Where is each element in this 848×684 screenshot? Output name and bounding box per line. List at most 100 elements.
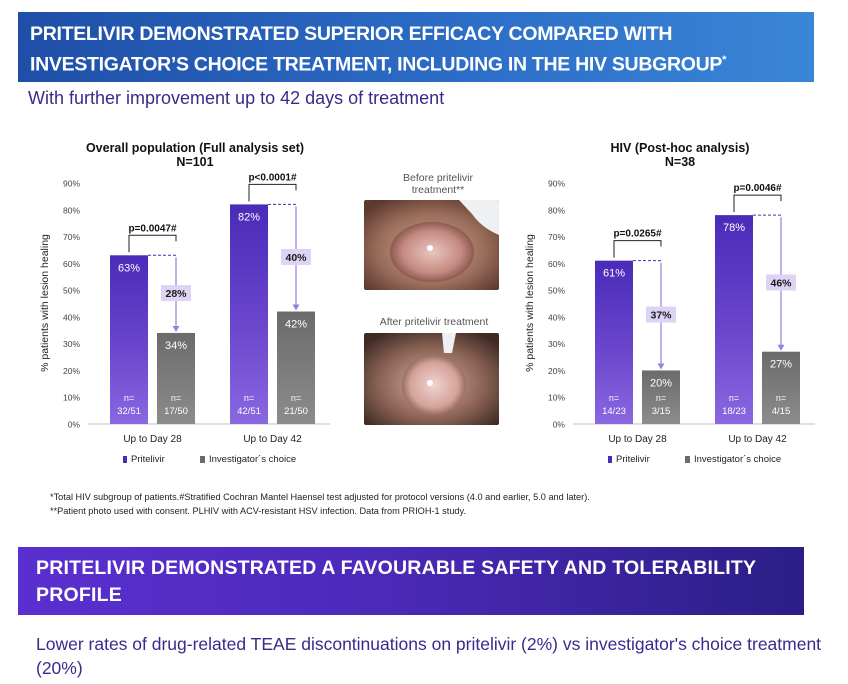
y-tick-label: 40% [63, 312, 80, 322]
n-value: 32/51 [117, 406, 141, 417]
y-tick-label: 10% [548, 393, 565, 403]
before-photo-caption: Before pritelivir treatment** [402, 172, 474, 196]
pvalue-bracket [613, 240, 662, 258]
x-category-label: Up to Day 28 [608, 434, 667, 445]
pvalue-label: p=0.0046# [733, 183, 782, 194]
y-tick-label: 70% [548, 232, 565, 242]
legend-label-investigator: Investigator´s choice [694, 454, 781, 465]
y-axis-label: % patients with lesion healing [39, 234, 51, 372]
y-tick-label: 80% [548, 205, 565, 215]
n-value: 18/23 [722, 406, 746, 417]
legend-label-pritelivir: Pritelivir [616, 454, 650, 465]
n-label: n= [656, 393, 666, 403]
legend-swatch-investigator [200, 456, 205, 463]
bar-investigator [157, 332, 195, 424]
difference-box [646, 306, 676, 323]
pvalue-bracket [248, 183, 297, 202]
bar-pritelivir [595, 260, 633, 424]
y-tick-label: 70% [63, 232, 80, 242]
difference-label: 37% [650, 310, 672, 322]
n-value: 14/23 [602, 406, 626, 417]
chart-2-title: HIV (Post-hoc analysis) N=38 [610, 141, 750, 169]
legend-swatch-pritelivir [608, 456, 612, 463]
bar-investigator [642, 370, 680, 424]
bar-value-label: 27% [770, 359, 792, 371]
y-tick-label: 90% [63, 179, 80, 189]
x-category-label: Up to Day 28 [123, 434, 182, 445]
n-label: n= [244, 393, 254, 403]
chart-hiv-subgroup: % patients with lesion healing 0% 10% 20% 30… [524, 179, 815, 465]
difference-box [161, 285, 191, 302]
chart-1-title: Overall population (Full analysis set) N=… [85, 141, 305, 169]
bar-value-label: 61% [603, 268, 625, 280]
difference-arrowhead [292, 304, 300, 311]
y-tick-label: 50% [548, 286, 565, 296]
efficacy-title: PRITELIVIR DEMONSTRATED SUPERIOR EFFICAC… [30, 23, 727, 76]
y-tick-label: 60% [63, 259, 80, 269]
difference-label: 40% [285, 252, 307, 264]
difference-box [766, 274, 796, 291]
n-label: n= [171, 393, 181, 403]
pvalue-label: p=0.0047# [128, 223, 177, 234]
n-value: 4/15 [772, 406, 791, 417]
bar-value-label: 20% [650, 377, 672, 389]
bar-value-label: 78% [723, 222, 745, 234]
y-tick-label: 80% [63, 205, 80, 215]
bar-value-label: 34% [165, 340, 187, 352]
n-value: 3/15 [652, 406, 671, 417]
legend-swatch-investigator [685, 456, 690, 463]
n-label: n= [291, 393, 301, 403]
y-tick-label: 40% [548, 312, 565, 322]
difference-arrowhead [172, 325, 180, 332]
legend-swatch-pritelivir [123, 456, 127, 463]
footnote-1: *Total HIV subgroup of patients.#Stratif… [50, 492, 590, 502]
n-value: 42/51 [237, 406, 261, 417]
y-tick-label: 10% [63, 393, 80, 403]
difference-label: 46% [770, 277, 792, 289]
bar-value-label: 63% [118, 262, 140, 274]
y-tick-label: 30% [63, 339, 80, 349]
y-tick-label: 60% [548, 259, 565, 269]
after-treatment-photo [364, 333, 499, 425]
n-label: n= [776, 393, 786, 403]
footnote-2: **Patient photo used with consent. PLHIV… [50, 506, 467, 516]
bar-pritelivir [110, 255, 148, 424]
before-treatment-photo [364, 200, 499, 290]
y-tick-label: 0% [553, 420, 566, 430]
safety-title: PRITELIVIR DEMONSTRATED A FAVOURABLE SAF… [36, 557, 756, 606]
y-tick-label: 30% [548, 339, 565, 349]
difference-arrowhead [657, 363, 665, 370]
difference-arrowhead [777, 344, 785, 351]
bar-pritelivir [715, 215, 753, 424]
pvalue-bracket [128, 234, 177, 253]
efficacy-subtitle: With further improvement up to 42 days o… [28, 88, 445, 108]
safety-banner: PRITELIVIR DEMONSTRATED A FAVOURABLE SAF… [18, 547, 804, 615]
bar-value-label: 82% [238, 211, 260, 223]
x-category-label: Up to Day 42 [728, 434, 787, 445]
n-value: 21/50 [284, 406, 308, 417]
efficacy-banner: PRITELIVIR DEMONSTRATED SUPERIOR EFFICAC… [18, 12, 814, 82]
bar-value-label: 42% [285, 319, 307, 331]
n-label: n= [729, 393, 739, 403]
y-axis-label: % patients with lesion healing [524, 234, 536, 372]
after-photo-caption: After pritelivir treatment [379, 316, 489, 328]
pvalue-bracket [733, 194, 782, 213]
legend-label-pritelivir: Pritelivir [131, 454, 165, 465]
y-tick-label: 20% [548, 366, 565, 376]
legend-label-investigator: Investigator´s choice [209, 454, 296, 465]
x-category-label: Up to Day 42 [243, 434, 302, 445]
y-tick-label: 90% [548, 179, 565, 189]
bar-investigator [277, 311, 315, 424]
y-tick-label: 0% [68, 420, 81, 430]
pvalue-label: p<0.0001# [248, 173, 297, 183]
chart-overall-population: % patients with lesion healing 0% 10% 20% 30… [39, 173, 330, 465]
n-label: n= [609, 393, 619, 403]
pvalue-label: p=0.0265# [613, 229, 662, 240]
bar-investigator [762, 351, 800, 424]
y-tick-label: 20% [63, 366, 80, 376]
bar-pritelivir [230, 204, 268, 424]
safety-subtitle: Lower rates of drug-related TEAE discont… [36, 634, 822, 678]
y-tick-label: 50% [63, 286, 80, 296]
n-value: 17/50 [164, 406, 188, 417]
n-label: n= [124, 393, 134, 403]
